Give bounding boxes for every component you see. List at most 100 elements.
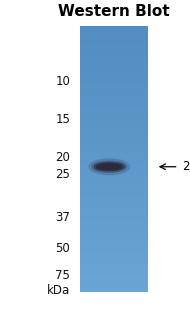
Bar (80, 241, 148, 242)
Bar (80, 107, 148, 108)
Bar (80, 83, 148, 84)
Bar (80, 200, 148, 201)
Bar (80, 218, 148, 219)
Bar (80, 230, 148, 231)
Bar (80, 289, 148, 290)
Bar (80, 243, 148, 245)
Bar (80, 260, 148, 262)
Bar (80, 69, 148, 70)
Bar (80, 131, 148, 132)
Bar (80, 232, 148, 233)
Bar (80, 123, 148, 124)
Bar (80, 103, 148, 104)
Bar (80, 159, 148, 161)
Bar (80, 129, 148, 130)
Bar (80, 139, 148, 140)
Bar (80, 70, 148, 71)
Bar (80, 240, 148, 241)
Bar (80, 230, 148, 231)
Bar (80, 30, 148, 31)
Bar (80, 41, 148, 42)
Bar (80, 132, 148, 133)
Bar (80, 52, 148, 53)
Bar (80, 278, 148, 279)
Bar (80, 151, 148, 153)
Bar (80, 256, 148, 257)
Bar (80, 66, 148, 68)
Bar (80, 209, 148, 210)
Bar (80, 277, 148, 278)
Bar (80, 279, 148, 280)
Bar (80, 211, 148, 212)
Bar (80, 57, 148, 58)
Bar (80, 283, 148, 284)
Bar (80, 161, 148, 163)
Text: 15: 15 (55, 113, 70, 126)
Bar (80, 113, 148, 115)
Bar (80, 249, 148, 250)
Bar (80, 183, 148, 184)
Bar (80, 138, 148, 139)
Text: 50: 50 (55, 242, 70, 255)
Bar (80, 55, 148, 56)
Bar (80, 199, 148, 201)
Bar (80, 174, 148, 175)
Bar (80, 96, 148, 98)
Bar (80, 280, 148, 281)
Bar (80, 157, 148, 158)
Bar (80, 194, 148, 195)
Bar (80, 33, 148, 34)
Bar (80, 49, 148, 50)
Text: Western Blot: Western Blot (58, 4, 170, 19)
Bar (80, 58, 148, 60)
Bar (80, 137, 148, 138)
Text: 75: 75 (55, 269, 70, 282)
Bar (80, 284, 148, 286)
Bar (80, 101, 148, 102)
Bar (80, 247, 148, 248)
Bar (80, 272, 148, 273)
Bar (80, 108, 148, 109)
Bar (80, 47, 148, 48)
Bar (80, 185, 148, 186)
Bar (80, 38, 148, 39)
Text: 22kDa: 22kDa (182, 160, 190, 173)
Bar (80, 143, 148, 144)
Bar (80, 106, 148, 108)
Bar (80, 110, 148, 111)
Bar (80, 77, 148, 78)
Bar (80, 257, 148, 258)
Bar (80, 105, 148, 107)
Bar (80, 191, 148, 193)
Bar (80, 246, 148, 248)
Bar (80, 173, 148, 174)
Bar (80, 91, 148, 92)
Bar (80, 175, 148, 176)
Text: 10: 10 (55, 75, 70, 88)
Bar (80, 149, 148, 150)
Bar (80, 88, 148, 89)
Bar (80, 287, 148, 288)
Bar (80, 87, 148, 88)
Bar (80, 164, 148, 165)
Ellipse shape (99, 165, 120, 169)
Bar (80, 183, 148, 184)
Bar (80, 182, 148, 183)
Bar (80, 235, 148, 236)
Bar (80, 197, 148, 199)
Bar (80, 79, 148, 80)
Text: 37: 37 (55, 211, 70, 224)
Bar (80, 26, 148, 27)
Bar (80, 290, 148, 292)
Bar (80, 190, 148, 191)
Bar (80, 43, 148, 44)
Bar (80, 181, 148, 182)
Bar (80, 251, 148, 252)
Bar (80, 150, 148, 152)
Bar (80, 141, 148, 142)
Bar (80, 189, 148, 190)
Bar (80, 221, 148, 222)
Bar (80, 158, 148, 159)
Bar (80, 210, 148, 211)
Bar (80, 193, 148, 194)
